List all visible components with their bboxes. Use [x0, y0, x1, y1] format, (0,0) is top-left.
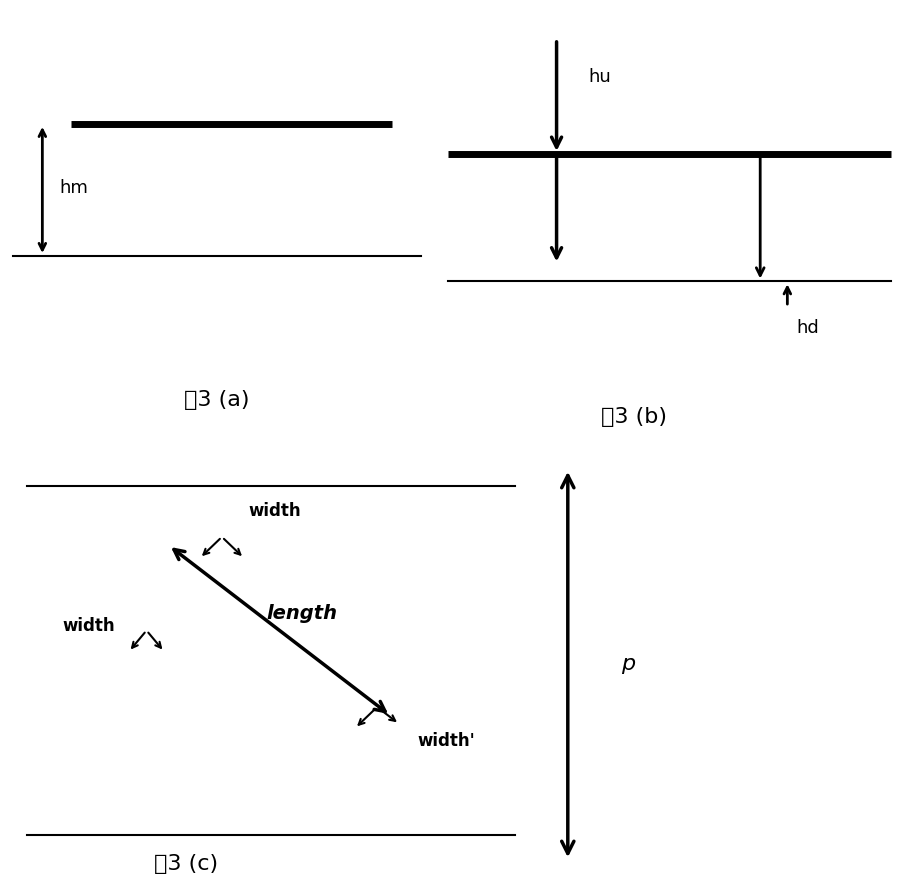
Text: 图3 (a): 图3 (a): [185, 391, 250, 410]
Text: width': width': [417, 732, 475, 750]
Text: length: length: [266, 604, 338, 623]
Text: 图3 (c): 图3 (c): [155, 854, 218, 874]
Text: hm: hm: [59, 179, 88, 197]
Text: p: p: [621, 655, 635, 674]
Text: hu: hu: [588, 68, 611, 86]
Text: hd: hd: [796, 319, 819, 338]
Text: width: width: [62, 618, 115, 635]
Text: 图3 (b): 图3 (b): [601, 408, 666, 427]
Text: width: width: [249, 502, 301, 520]
